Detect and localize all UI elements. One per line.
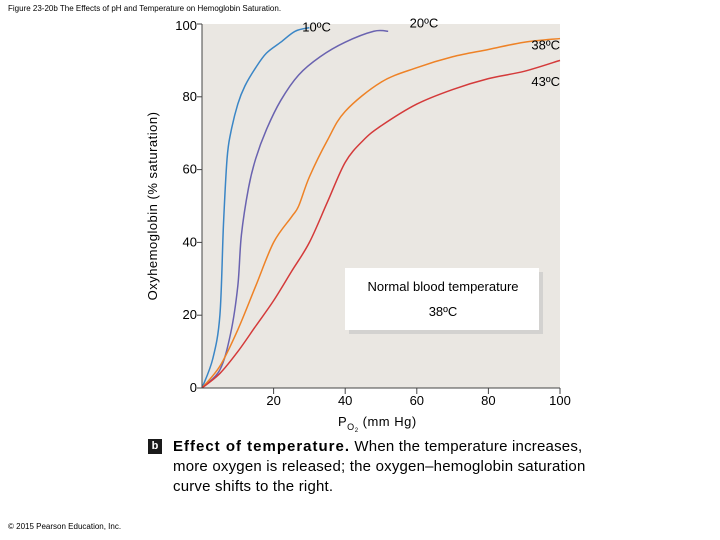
- figure-title: Figure 23-20b The Effects of pH and Temp…: [8, 4, 282, 13]
- x-tick-label: 100: [549, 393, 571, 408]
- panel-badge: b: [148, 439, 162, 454]
- x-axis-label-unit: (mm Hg): [359, 414, 417, 429]
- x-ticks: 20 40 60 80 100: [266, 388, 571, 408]
- curve-label-1: 20ºC: [410, 16, 439, 31]
- y-ticks: 0 20 40 60 80 100: [175, 18, 202, 395]
- x-tick-label: 60: [410, 393, 424, 408]
- x-axis-label-sub2: 2: [355, 428, 359, 434]
- y-tick-label: 40: [183, 234, 197, 249]
- curves: [201, 26, 561, 389]
- x-tick-label: 40: [338, 393, 352, 408]
- caption-bold: Effect of temperature.: [173, 438, 351, 455]
- y-tick-label: 80: [183, 89, 197, 104]
- x-tick-label: 20: [266, 393, 280, 408]
- y-tick-label: 20: [183, 307, 197, 322]
- curve-label-2: 38ºC: [531, 37, 560, 52]
- x-axis-label-main: P: [338, 414, 347, 429]
- caption-text: When the temperature increases, more oxy…: [173, 438, 586, 495]
- copyright: © 2015 Pearson Education, Inc.: [8, 522, 122, 531]
- series-line-1: [201, 29, 389, 389]
- y-tick-label: 60: [183, 162, 197, 177]
- curve-label-3: 43ºC: [531, 74, 560, 89]
- annotation-line1: Normal blood temperature: [367, 279, 518, 294]
- x-tick-label: 80: [481, 393, 495, 408]
- curve-label-0: 10ºC: [302, 19, 331, 34]
- curve-labels: 10ºC 20ºC 38ºC 43ºC: [302, 16, 560, 89]
- annotation-line2: 38ºC: [429, 304, 458, 319]
- series-line-3: [201, 59, 561, 389]
- x-axis-label: PO2 (mm Hg): [338, 414, 417, 434]
- y-tick-label: 0: [190, 380, 197, 395]
- series-line-2: [201, 37, 561, 389]
- series-line-0: [201, 26, 310, 389]
- y-axis-label: Oxyhemoglobin (% saturation): [145, 112, 160, 301]
- annotation-box: Normal blood temperature 38ºC: [345, 268, 543, 334]
- y-tick-label: 100: [175, 18, 197, 33]
- x-axis-label-sub: O: [347, 422, 355, 432]
- caption: Effect of temperature. When the temperat…: [173, 437, 603, 497]
